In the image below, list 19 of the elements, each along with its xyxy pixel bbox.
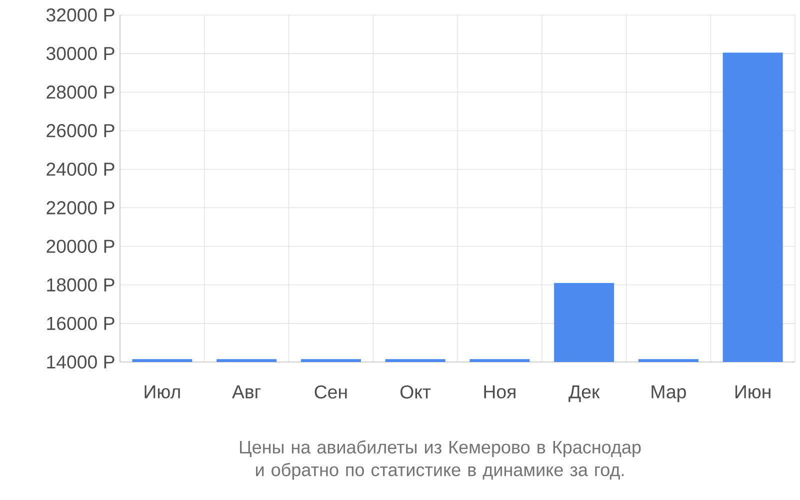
y-tick-label: 18000 Р bbox=[47, 278, 114, 292]
x-tick-label: Сен bbox=[314, 385, 347, 399]
x-tick-label: Мар bbox=[652, 385, 686, 402]
x-tick-label: Окт bbox=[400, 385, 431, 399]
x-tick-label: Авг bbox=[232, 385, 261, 398]
y-tick-label: 30000 Р bbox=[46, 46, 114, 60]
x-tick-label: Дек bbox=[568, 385, 600, 402]
y-tick-label: 24000 Р bbox=[46, 162, 114, 176]
x-tick-label: Июл bbox=[144, 385, 180, 398]
y-tick-label: 26000 Р bbox=[46, 124, 114, 138]
y-tick-label: 32000 Р bbox=[46, 8, 114, 22]
y-tick-label: 16000 Р bbox=[47, 316, 114, 330]
x-tick-label: Июн bbox=[735, 385, 770, 398]
text: Цены на авиабилеты из Кемерово в Краснодар и обратно по статистике в динамике за год. bbox=[240, 440, 641, 480]
x-tick-label: Ноя bbox=[484, 385, 516, 398]
y-tick-label: 14000 Р bbox=[47, 355, 114, 369]
y-tick-label: 22000 Р bbox=[46, 201, 114, 214]
y-tick-label: 28000 Р bbox=[46, 85, 114, 99]
y-tick-label: 20000 Р bbox=[46, 240, 114, 253]
